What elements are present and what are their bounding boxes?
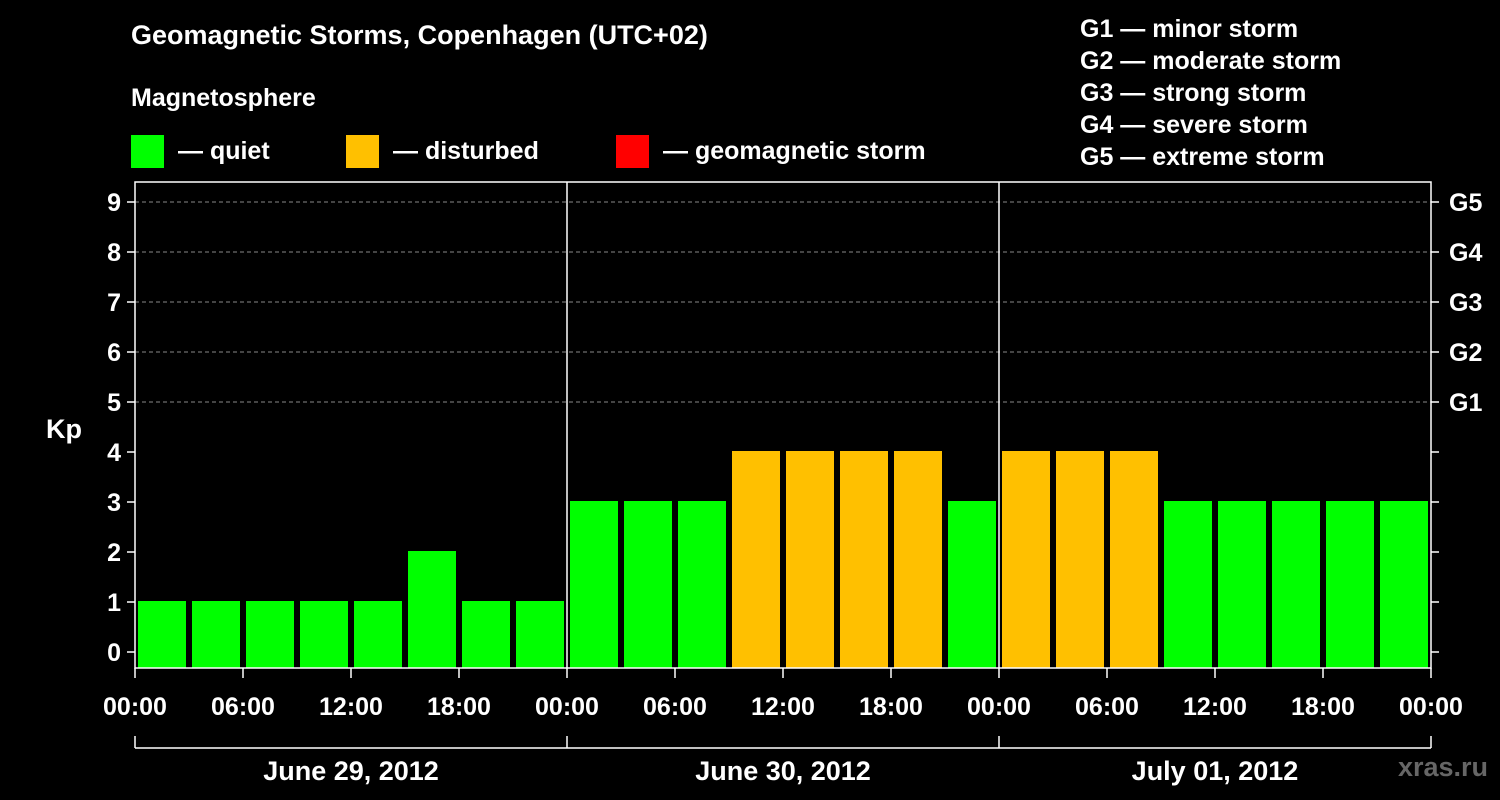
g-label-g1: G1	[1449, 389, 1482, 417]
xtick-label-1: 06:00	[211, 693, 275, 721]
bar-16	[1002, 451, 1050, 668]
xtick-label-11: 18:00	[1291, 693, 1355, 721]
legend-swatch-quiet	[131, 134, 164, 168]
bar-12	[786, 451, 834, 668]
legend-swatch-storm	[616, 134, 649, 168]
xtick-label-3: 18:00	[427, 693, 491, 721]
ytick-label-5: 5	[107, 389, 121, 417]
bar-22	[1326, 501, 1374, 668]
ytick-label-2: 2	[107, 539, 121, 567]
xtick-label-9: 06:00	[1075, 693, 1139, 721]
bar-3	[300, 601, 348, 668]
date-label-2: July 01, 2012	[1132, 756, 1299, 786]
bar-13	[840, 451, 888, 668]
storm-scale-g5: G5 — extreme storm	[1080, 143, 1325, 171]
bar-14	[894, 451, 942, 668]
bar-19	[1164, 501, 1212, 668]
watermark: xras.ru	[1397, 752, 1488, 782]
storm-scale-g2: G2 — moderate storm	[1080, 47, 1342, 75]
xtick-label-0: 00:00	[103, 693, 167, 721]
legend-label-quiet: — quiet	[178, 136, 270, 165]
xtick-label-2: 12:00	[319, 693, 383, 721]
ytick-label-0: 0	[107, 639, 121, 667]
bar-5	[408, 551, 456, 668]
bar-9	[624, 501, 672, 668]
bar-10	[678, 501, 726, 668]
legend-swatch-disturbed	[346, 134, 379, 168]
bar-17	[1056, 451, 1104, 668]
xtick-label-8: 00:00	[967, 693, 1031, 721]
ytick-label-6: 6	[107, 339, 121, 367]
legend-label-storm: — geomagnetic storm	[663, 136, 926, 165]
xtick-label-12: 00:00	[1399, 693, 1463, 721]
storm-scale-g3: G3 — strong storm	[1080, 79, 1307, 107]
bar-15	[948, 501, 996, 668]
bar-2	[246, 601, 294, 668]
g-label-g2: G2	[1449, 339, 1482, 367]
legend-label-disturbed: — disturbed	[393, 136, 539, 165]
chart-subtitle: Magnetosphere	[131, 84, 316, 112]
ytick-label-3: 3	[107, 489, 121, 517]
bar-8	[570, 501, 618, 668]
g-label-g3: G3	[1449, 289, 1482, 317]
xtick-label-10: 12:00	[1183, 693, 1247, 721]
y-axis-label: Kp	[46, 414, 82, 444]
bar-11	[732, 451, 780, 668]
legend-item-storm: — geomagnetic storm	[616, 134, 926, 168]
ytick-label-7: 7	[107, 289, 121, 317]
bar-4	[354, 601, 402, 668]
ytick-label-9: 9	[107, 189, 121, 217]
ytick-label-4: 4	[107, 439, 121, 467]
storm-scale-legend: G1 — minor storm G2 — moderate storm G3 …	[1080, 13, 1341, 173]
bar-20	[1218, 501, 1266, 668]
storm-scale-g1: G1 — minor storm	[1080, 15, 1299, 43]
legend-item-quiet: — quiet	[131, 134, 270, 168]
bar-6	[462, 601, 510, 668]
bar-7	[516, 601, 564, 668]
xtick-label-4: 00:00	[535, 693, 599, 721]
g-label-g4: G4	[1449, 239, 1482, 267]
date-label-1: June 30, 2012	[695, 756, 871, 786]
chart-title: Geomagnetic Storms, Copenhagen (UTC+02)	[131, 20, 708, 50]
xtick-label-6: 12:00	[751, 693, 815, 721]
bar-1	[192, 601, 240, 668]
bar-21	[1272, 501, 1320, 668]
xtick-label-7: 18:00	[859, 693, 923, 721]
bar-23	[1380, 501, 1428, 668]
bar-0	[138, 601, 186, 668]
ytick-label-1: 1	[107, 589, 121, 617]
xtick-label-5: 06:00	[643, 693, 707, 721]
ytick-label-8: 8	[107, 239, 121, 267]
g-label-g5: G5	[1449, 189, 1482, 217]
legend-item-disturbed: — disturbed	[346, 134, 539, 168]
date-label-0: June 29, 2012	[263, 756, 439, 786]
bar-18	[1110, 451, 1158, 668]
storm-scale-g4: G4 — severe storm	[1080, 111, 1308, 139]
